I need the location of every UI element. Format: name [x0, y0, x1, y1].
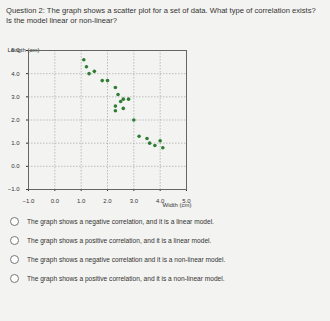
svg-text:0.0: 0.0 [11, 163, 20, 169]
html-text:The graph shows a negative cor: The graph shows a negative correlation a… [27, 256, 226, 263]
svg-text:2.0: 2.0 [11, 117, 20, 123]
svg-text:−1.0: −1.0 [23, 198, 36, 204]
html-text:The graph shows a positive cor: The graph shows a positive correlation, … [27, 275, 225, 282]
svg-text:4.0: 4.0 [11, 71, 20, 77]
html-text:The graph shows a positive cor: The graph shows a positive correlation, … [27, 237, 212, 244]
svg-text:3.0: 3.0 [11, 94, 20, 100]
svg-text:Length (cm): Length (cm) [8, 47, 40, 53]
svg-text:3.0: 3.0 [130, 198, 139, 204]
html-text:The graph shows a negative cor: The graph shows a negative correlation, … [27, 218, 214, 225]
svg-text:1.0: 1.0 [11, 140, 20, 146]
svg-text:4.0: 4.0 [156, 197, 165, 204]
svg-text:Width (cm): Width (cm) [163, 202, 192, 208]
svg-text:0.0: 0.0 [51, 198, 60, 204]
svg-text:2.0: 2.0 [103, 198, 112, 204]
svg-text:−1.0: −1.0 [8, 186, 21, 192]
svg-text:1.0: 1.0 [77, 198, 86, 204]
html-text:Question 2: The graph shows a: Question 2: The graph shows a scatter pl… [6, 6, 316, 25]
